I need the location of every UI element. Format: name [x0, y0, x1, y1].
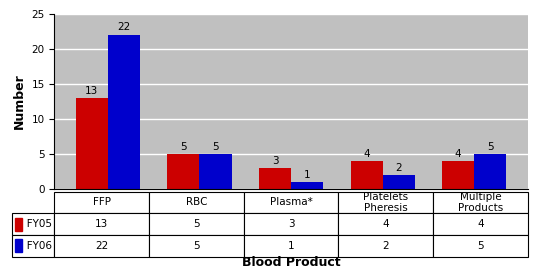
Bar — [291, 182, 323, 189]
Text: 3: 3 — [271, 156, 279, 166]
Text: 4: 4 — [363, 149, 370, 159]
Text: 4: 4 — [455, 149, 461, 159]
Text: Blood Product: Blood Product — [242, 256, 341, 269]
Bar — [200, 154, 232, 189]
Bar — [108, 35, 140, 189]
Text: 5: 5 — [487, 142, 493, 152]
Bar — [474, 154, 506, 189]
Bar — [168, 154, 200, 189]
Text: 2: 2 — [395, 163, 402, 173]
Bar — [442, 161, 474, 189]
Bar — [259, 168, 291, 189]
Text: 13: 13 — [85, 86, 98, 96]
Bar — [382, 175, 415, 189]
Text: 22: 22 — [118, 22, 131, 32]
Bar — [76, 98, 108, 189]
Text: 5: 5 — [180, 142, 187, 152]
Bar — [350, 161, 382, 189]
Y-axis label: Number: Number — [13, 73, 26, 129]
Text: 1: 1 — [304, 170, 311, 180]
Text: 5: 5 — [212, 142, 219, 152]
